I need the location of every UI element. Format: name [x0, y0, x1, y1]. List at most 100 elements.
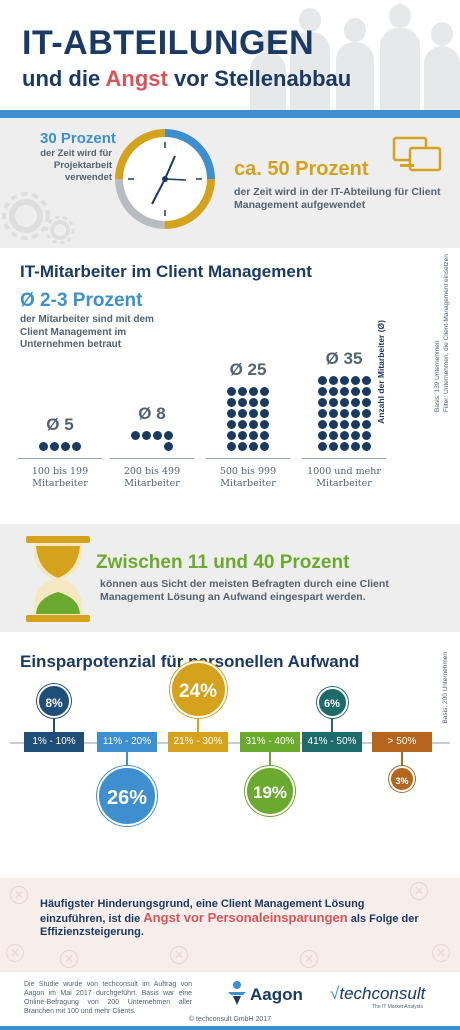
staff-dot: [339, 387, 349, 396]
bubble-stem: [126, 752, 128, 766]
staff-basis-note: Basis: 139 Unternehmen Filter: Unternehm…: [434, 254, 450, 412]
staff-dot: [317, 387, 327, 396]
footer-divider: [0, 1026, 460, 1030]
share-bubble: 6%: [316, 687, 348, 718]
staff-category-line2: Mitarbeiter: [316, 477, 372, 489]
potential-axis-line: [10, 742, 450, 744]
range-box: > 50%: [372, 732, 432, 752]
bubble-stem: [53, 718, 55, 732]
staff-dot: [227, 420, 236, 429]
person-silhouette-head: [299, 8, 321, 32]
staff-dot: [317, 431, 327, 440]
staff-dot: [164, 431, 173, 440]
staff-group-average: Ø 8: [138, 404, 166, 423]
staff-dot: [260, 409, 269, 418]
staff-dot: [339, 409, 349, 418]
staff-basis-line1: Basis: 139 Unternehmen: [434, 340, 441, 412]
staff-category-line2: Mitarbeiter: [220, 477, 276, 489]
staff-dot: [260, 387, 269, 396]
staff-dot: [361, 442, 371, 451]
staff-dot: [238, 409, 247, 418]
staff-dot: [249, 420, 258, 429]
staff-dot: [238, 420, 247, 429]
staff-dot: [249, 409, 258, 418]
staff-dot: [131, 431, 140, 440]
staff-dot: [39, 442, 48, 451]
staff-category-line1: 1000 und mehr: [307, 466, 381, 477]
x-circle-icon: ✕: [6, 944, 24, 962]
staff-dot: [317, 376, 327, 385]
staff-dot: [249, 387, 258, 396]
staff-dot: [328, 376, 338, 385]
staff-dot: [317, 398, 327, 407]
page-title: IT-ABTEILUNGEN: [22, 24, 315, 62]
staff-group-category: 200 bis 499 Mitarbeiter: [110, 466, 194, 489]
x-circle-icon: ✕: [10, 886, 28, 904]
staff-dot: [238, 387, 247, 396]
bubble-stem: [401, 752, 403, 766]
share-bubble: 19%: [245, 766, 295, 816]
staff-dot: [328, 420, 338, 429]
staff-dot: [260, 398, 269, 407]
staff-average-headline: Ø 2-3 Prozent: [20, 290, 143, 311]
footer: [0, 972, 460, 1030]
footer-note: Die Studie wurde von techconsult im Auft…: [24, 981, 192, 1015]
staff-dot: [339, 420, 349, 429]
header: [0, 0, 460, 112]
savings-headline: Zwischen 11 und 40 Prozent: [96, 552, 350, 573]
staff-dot: [164, 442, 173, 451]
clock-icon: [115, 129, 215, 229]
staff-dot: [350, 387, 360, 396]
projects-share: 30 Prozent: [40, 130, 116, 147]
staff-dot: [350, 409, 360, 418]
range-box: 41% - 50%: [302, 732, 362, 752]
staff-category-line1: 500 bis 999: [219, 466, 277, 477]
page-subtitle: und die Angst vor Stellenabbau: [22, 66, 352, 91]
staff-category-line1: 200 bis 499: [123, 466, 181, 477]
staff-dot: [260, 420, 269, 429]
devices-icon: [392, 136, 442, 172]
staff-dot: [142, 431, 151, 440]
staff-dot: [350, 431, 360, 440]
range-box: 31% - 40%: [240, 732, 300, 752]
bubble-stem: [331, 718, 333, 732]
staff-dot: [249, 431, 258, 440]
range-box: 1% - 10%: [24, 732, 84, 752]
staff-dots-4: [317, 375, 372, 452]
x-circle-icon: ✕: [60, 950, 78, 968]
person-silhouette: [250, 52, 286, 112]
x-circle-icon: ✕: [432, 944, 450, 962]
staff-dot: [361, 398, 371, 407]
staff-dot: [249, 398, 258, 407]
staff-dot: [61, 442, 70, 451]
staff-dot: [328, 431, 338, 440]
range-box: 11% - 20%: [97, 732, 157, 752]
staff-dot: [350, 398, 360, 407]
staff-basis-line2: Filter: Unternehmen, die Client-Manageme…: [443, 254, 450, 412]
bubble-stem: [269, 752, 271, 766]
staff-dot: [339, 398, 349, 407]
savings-text: können aus Sicht der meisten Befragten d…: [100, 578, 389, 603]
staff-dot: [317, 409, 327, 418]
bubble-stem: [197, 718, 199, 732]
staff-dot: [361, 387, 371, 396]
staff-dot: [72, 442, 81, 451]
client-mgmt-share-text: der Zeit wird in der IT-Abteilung für Cl…: [234, 186, 441, 211]
staff-axis-label: Anzahl der Mitarbeiter (Ø): [376, 320, 386, 424]
hourglass-icon: [26, 536, 90, 622]
share-bubble: 8%: [37, 684, 71, 718]
staff-dot: [249, 442, 258, 451]
staff-group-baseline: [18, 458, 102, 459]
staff-dots-2: [130, 430, 174, 452]
staff-dot: [350, 420, 360, 429]
staff-dot: [153, 431, 162, 440]
staff-dot: [260, 431, 269, 440]
staff-dot: [238, 431, 247, 440]
techconsult-logo: √techconsult: [330, 984, 426, 1003]
obstacle-text: Häufigster Hinderungsgrund, eine Client …: [40, 898, 419, 938]
staff-category-line2: Mitarbeiter: [32, 477, 88, 489]
staff-dot: [227, 442, 236, 451]
staff-dot: [361, 409, 371, 418]
staff-group-baseline: [110, 458, 194, 459]
staff-dots-3: [226, 386, 270, 452]
